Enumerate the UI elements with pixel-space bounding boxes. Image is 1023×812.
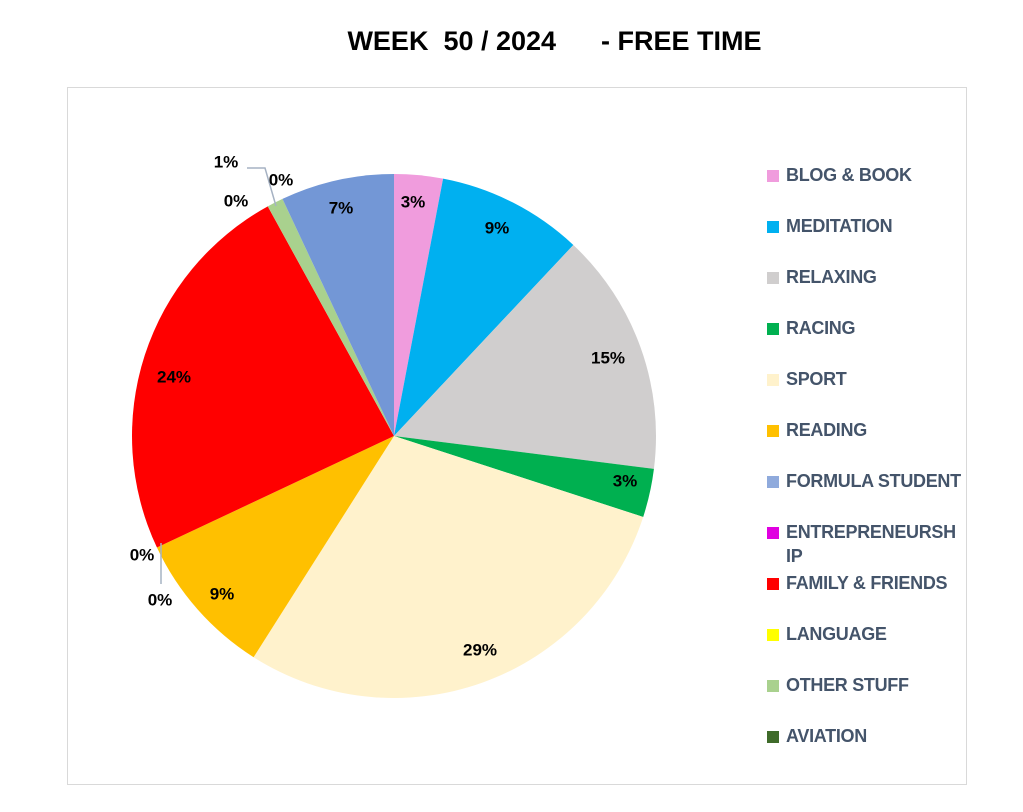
pie-slice	[282, 174, 394, 436]
legend-swatch	[767, 731, 779, 743]
legend-label: FAMILY & FRIENDS	[786, 573, 948, 593]
legend-swatch	[767, 323, 779, 335]
data-label: 0%	[148, 590, 173, 609]
legend-swatch	[767, 629, 779, 641]
legend-label: ENTREPRENEURSH IP	[786, 522, 956, 566]
legend-swatch	[767, 170, 779, 182]
data-label: 0%	[130, 545, 155, 564]
legend-label: RELAXING	[786, 267, 877, 287]
legend-swatch	[767, 374, 779, 386]
legend-label: AVIATION	[786, 726, 867, 746]
leader-line	[247, 167, 277, 207]
pie-slice	[394, 174, 444, 436]
legend-swatch	[767, 221, 779, 233]
pie-slice	[253, 436, 644, 699]
pie-slice	[132, 206, 395, 548]
legend-label: LANGUAGE	[786, 624, 887, 644]
data-label: 7%	[329, 198, 354, 217]
pie-slice	[156, 436, 394, 658]
legend-label: OTHER STUFF	[786, 675, 909, 695]
data-label: 3%	[401, 192, 426, 211]
legend-swatch	[767, 680, 779, 692]
data-label: 3%	[613, 471, 638, 490]
pie-slice	[267, 198, 394, 436]
chart-title: WEEK 50 / 2024 - FREE TIME	[347, 26, 762, 56]
legend-swatch	[767, 476, 779, 488]
pie-slice	[394, 178, 574, 436]
data-label: 1%	[214, 152, 239, 171]
legend-swatch	[767, 527, 779, 539]
legend-label: BLOG & BOOK	[786, 165, 912, 185]
legend-label: MEDITATION	[786, 216, 893, 236]
pie-slice	[394, 245, 656, 469]
legend-swatch	[767, 272, 779, 284]
legend-label: FORMULA STUDENT	[786, 471, 961, 491]
legend-swatch	[767, 578, 779, 590]
chart-area	[67, 87, 967, 785]
pie-slice	[394, 436, 654, 517]
data-label: 15%	[591, 348, 625, 367]
data-label: 29%	[463, 640, 497, 659]
data-label: 0%	[269, 170, 294, 189]
legend-label: READING	[786, 420, 867, 440]
legend-label: RACING	[786, 318, 856, 338]
legend-label: SPORT	[786, 369, 847, 389]
data-label: 9%	[485, 218, 510, 237]
data-label: 24%	[157, 367, 191, 386]
data-label: 9%	[210, 584, 235, 603]
data-label: 0%	[224, 191, 249, 210]
legend-swatch	[767, 425, 779, 437]
